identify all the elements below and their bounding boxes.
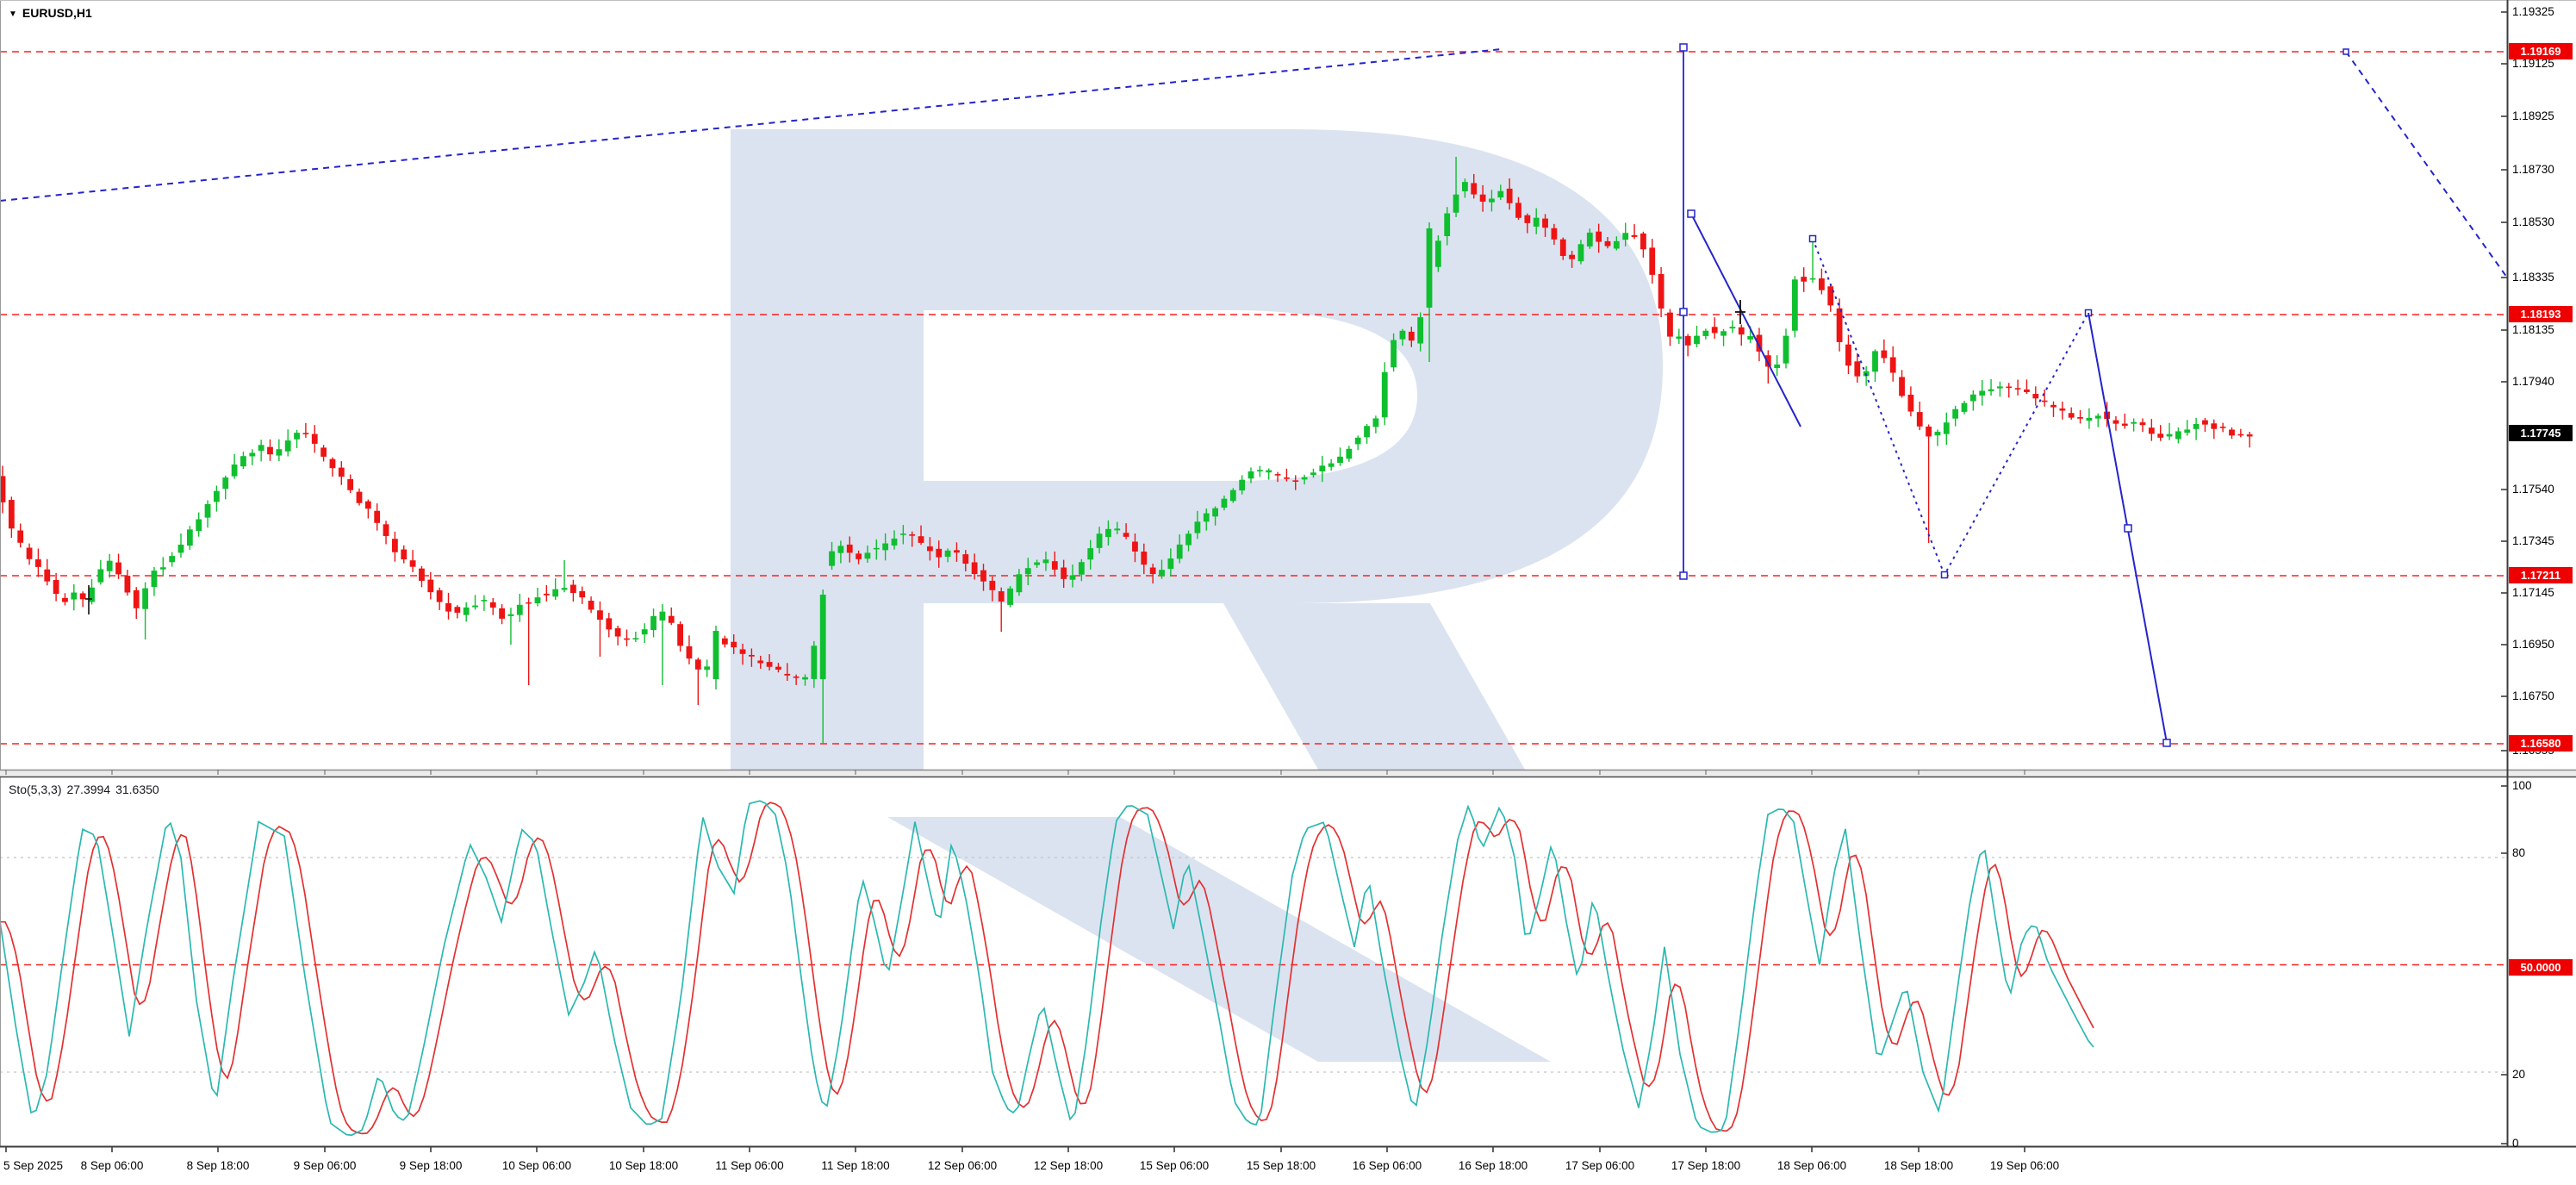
time-tick-label: 11 Sep 06:00 [715, 1159, 784, 1172]
object-handle[interactable] [1679, 43, 1688, 52]
symbol-dropdown-icon: ▼ [9, 9, 17, 19]
chart-objects [0, 43, 2507, 747]
price-tick-label: 1.16750 [2512, 689, 2554, 702]
price-tick-label: 1.16950 [2512, 638, 2554, 651]
time-tick-label: 8 Sep 06:00 [80, 1159, 144, 1172]
price-tick-label: 1.17940 [2512, 375, 2554, 388]
projection-zigzag-dotted[interactable] [1812, 238, 2089, 577]
pane-chrome [0, 0, 2576, 1152]
price-tick-label: 1.18135 [2512, 323, 2554, 336]
time-tick-label: 17 Sep 06:00 [1565, 1159, 1635, 1172]
trendline-dashed-ascending[interactable] [0, 48, 1503, 202]
sto-main-line [1, 800, 2094, 1137]
price-tick-label: 1.18925 [2512, 109, 2554, 122]
object-handle[interactable] [1808, 234, 1817, 243]
price-tick-label: 1.17145 [2512, 586, 2554, 599]
current-price-badge: 1.17745 [2509, 425, 2573, 441]
time-tick-label: 19 Sep 06:00 [1989, 1159, 2060, 1172]
stochastic-pane [1, 800, 2506, 1137]
sto-signal-line [1, 801, 2094, 1135]
time-tick-label: 17 Sep 18:00 [1671, 1159, 1741, 1172]
price-tick-label: 1.18335 [2512, 271, 2554, 284]
indicator-label: Sto(5,3,3) 27.3994 31.6350 [9, 783, 165, 796]
time-tick-label: 12 Sep 18:00 [1033, 1159, 1104, 1172]
price-pane [0, 43, 2507, 747]
time-tick-label: 11 Sep 18:00 [821, 1159, 890, 1172]
indicator-signal-value: 31.6350 [115, 783, 159, 796]
indicator-main-value: 27.3994 [66, 783, 111, 796]
price-level-badge: 1.19169 [2509, 43, 2573, 59]
time-tick-label: 16 Sep 06:00 [1352, 1159, 1422, 1172]
time-tick-label: 8 Sep 18:00 [186, 1159, 250, 1172]
time-tick-label: 18 Sep 06:00 [1776, 1159, 1847, 1172]
price-tick-label: 1.19125 [2512, 57, 2554, 70]
object-handle[interactable] [1679, 571, 1688, 580]
time-tick-label: 12 Sep 06:00 [927, 1159, 998, 1172]
sto-tick-label: 20 [2512, 1068, 2526, 1081]
object-handle[interactable] [2162, 739, 2171, 747]
time-tick-label: 15 Sep 06:00 [1139, 1159, 1210, 1172]
sto-tick-label: 0 [2512, 1137, 2519, 1150]
time-tick-label: 9 Sep 06:00 [293, 1159, 357, 1172]
object-handle[interactable] [2124, 524, 2132, 533]
time-tick-label: 16 Sep 18:00 [1458, 1159, 1528, 1172]
time-tick-label: 10 Sep 06:00 [501, 1159, 572, 1172]
symbol-timeframe-label[interactable]: ▼ EURUSD,H1 [9, 6, 92, 20]
price-tick-label: 1.19325 [2512, 5, 2554, 18]
time-tick-label: 18 Sep 18:00 [1883, 1159, 1954, 1172]
sto-tick-label: 80 [2512, 846, 2526, 859]
object-handle[interactable] [1940, 571, 1949, 579]
candlesticks [1, 157, 2253, 744]
price-tick-label: 1.17345 [2512, 534, 2554, 547]
object-handle[interactable] [1687, 209, 1696, 218]
symbol-text: EURUSD,H1 [22, 6, 92, 20]
price-level-badge: 1.17211 [2509, 567, 2573, 583]
price-tick-label: 1.17540 [2512, 483, 2554, 496]
time-tick-label: 9 Sep 18:00 [399, 1159, 463, 1172]
price-tick-label: 1.18730 [2512, 163, 2554, 176]
price-level-badge: 1.16580 [2509, 735, 2573, 752]
time-tick-label: 15 Sep 18:00 [1246, 1159, 1316, 1172]
broker-watermark-logo [731, 129, 1663, 1062]
indicator-name: Sto(5,3,3) [9, 783, 62, 796]
time-tick-label: 5 Sep 2025 [3, 1159, 64, 1172]
sto-tick-label: 100 [2512, 779, 2532, 792]
time-tick-label: 10 Sep 18:00 [608, 1159, 679, 1172]
object-handle[interactable] [1679, 308, 1688, 316]
object-handle[interactable] [2343, 48, 2349, 55]
trendline-dashed-descending[interactable] [2345, 51, 2507, 278]
trendline-solid[interactable] [1690, 213, 1801, 427]
price-tick-label: 1.18530 [2512, 215, 2554, 228]
sto-level-badge: 50.0000 [2509, 959, 2573, 976]
price-level-badge: 1.18193 [2509, 306, 2573, 322]
